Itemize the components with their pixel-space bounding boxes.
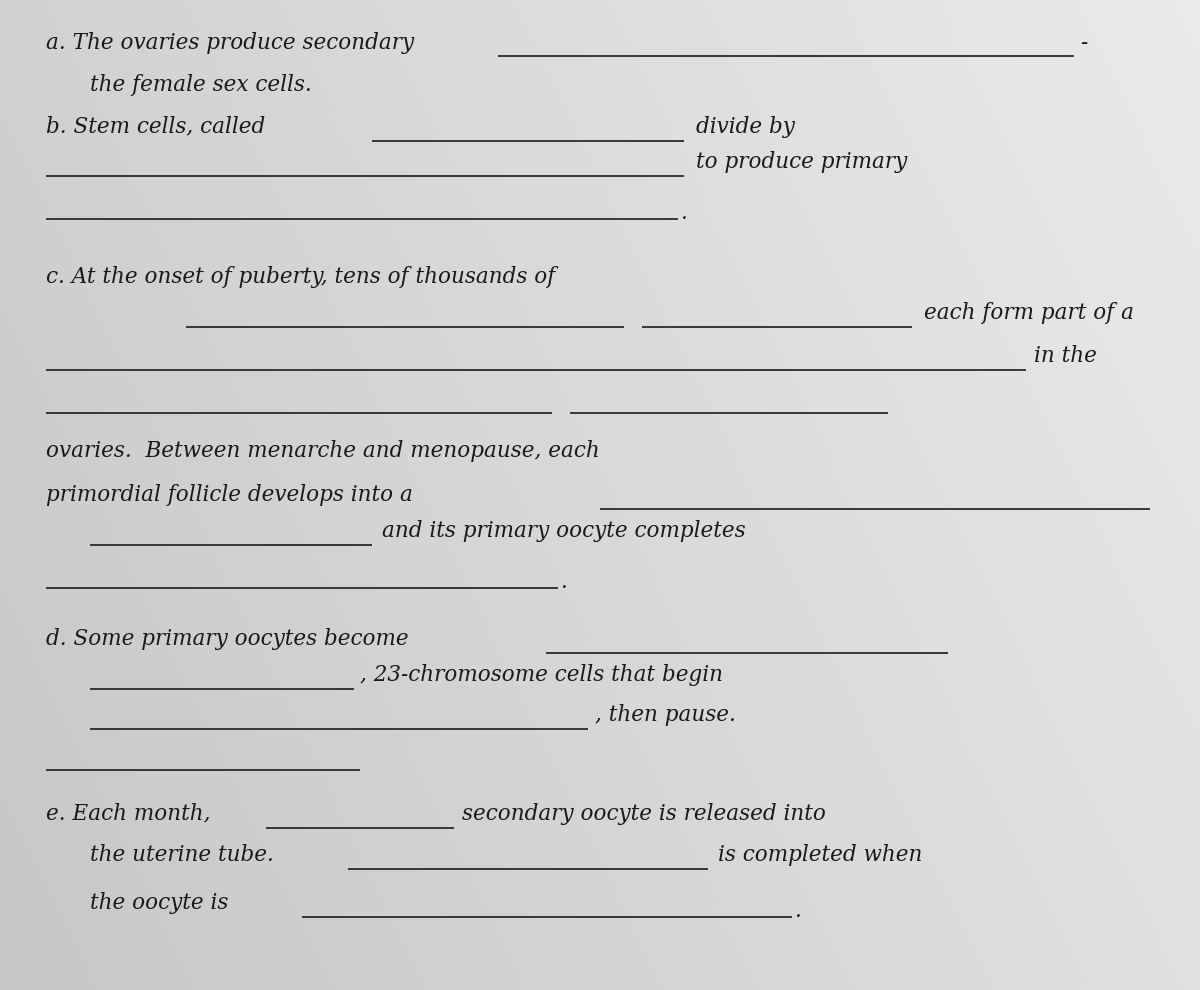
Text: divide by: divide by	[696, 116, 794, 138]
Text: is completed when: is completed when	[718, 844, 922, 866]
Text: e. Each month,: e. Each month,	[46, 803, 210, 825]
Text: b. Stem cells, called: b. Stem cells, called	[46, 116, 265, 138]
Text: primordial follicle develops into a: primordial follicle develops into a	[46, 484, 413, 506]
Text: a. The ovaries produce secondary: a. The ovaries produce secondary	[46, 33, 414, 54]
Text: , then pause.: , then pause.	[595, 704, 736, 726]
Text: the oocyte is: the oocyte is	[90, 892, 228, 914]
Text: .: .	[560, 571, 568, 593]
Text: the uterine tube.: the uterine tube.	[90, 844, 274, 866]
Text: the female sex cells.: the female sex cells.	[90, 74, 312, 96]
Text: and its primary oocyte completes: and its primary oocyte completes	[382, 520, 745, 542]
Text: c. At the onset of puberty, tens of thousands of: c. At the onset of puberty, tens of thou…	[46, 266, 554, 288]
Text: in the: in the	[1034, 346, 1097, 367]
Text: secondary oocyte is released into: secondary oocyte is released into	[462, 803, 826, 825]
Text: -: -	[1080, 33, 1087, 54]
Text: ovaries.  Between menarche and menopause, each: ovaries. Between menarche and menopause,…	[46, 441, 599, 462]
Text: .: .	[794, 900, 802, 922]
Text: d. Some primary oocytes become: d. Some primary oocytes become	[46, 629, 408, 650]
Text: , 23-chromosome cells that begin: , 23-chromosome cells that begin	[360, 664, 722, 686]
Text: .: .	[680, 202, 688, 224]
Text: to produce primary: to produce primary	[696, 151, 907, 173]
Text: each form part of a: each form part of a	[924, 302, 1134, 324]
